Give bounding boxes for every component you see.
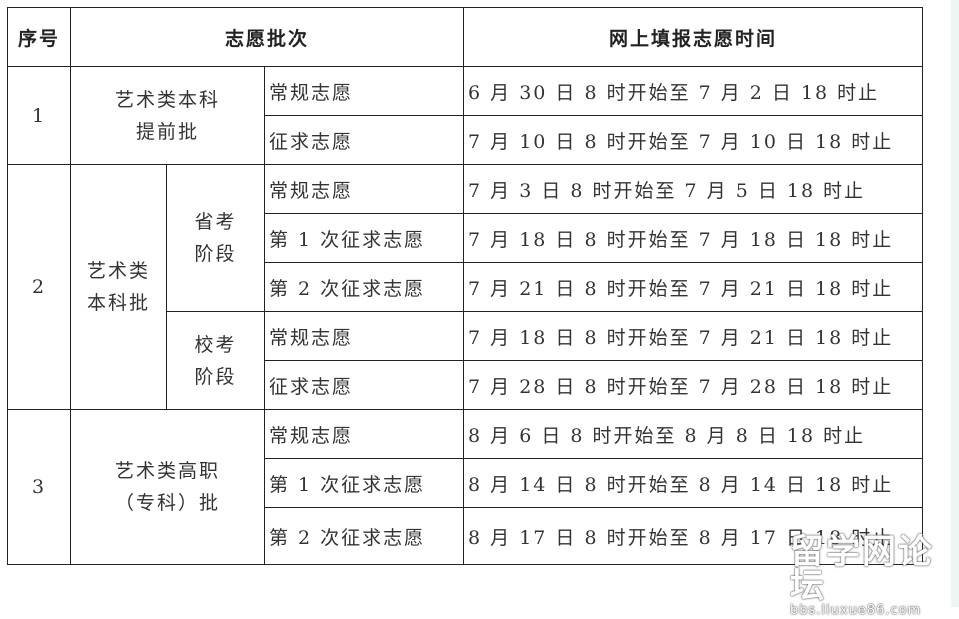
type-cell: 常规志愿 (263, 66, 465, 116)
watermark-url: bbs.liuxue86.com (790, 603, 922, 618)
table-row: 3 艺术类高职 （专科）批 常规志愿 8 月 6 日 8 时开始至 8 月 8 … (7, 409, 924, 565)
type-cell: 常规志愿 (263, 409, 465, 459)
table-row: 1 艺术类本科 提前批 常规志愿 6 月 30 日 8 时开始至 7 月 2 日… (7, 66, 924, 165)
header-batch: 志愿批次 (69, 7, 465, 67)
seq-cell: 3 (7, 409, 71, 565)
type-cell: 常规志愿 (263, 164, 465, 214)
batch-cell: 艺术类高职 （专科）批 (70, 409, 265, 565)
batch-cell: 艺术类本科 提前批 (70, 66, 265, 165)
seq-cell: 1 (7, 66, 71, 165)
type-cell: 征求志愿 (263, 360, 465, 410)
time-cell: 8 月 6 日 8 时开始至 8 月 8 日 18 时止 (463, 409, 924, 459)
table-row: 征求志愿 7 月 10 日 8 时开始至 7 月 10 日 18 时止 (8, 115, 924, 165)
watermark-logo: 留学网论坛 bbs.liuxue86.com (790, 535, 959, 619)
time-cell: 6 月 30 日 8 时开始至 7 月 2 日 18 时止 (463, 66, 924, 116)
table-row: 征求志愿 7 月 28 日 8 时开始至 7 月 28 日 18 时止 (8, 360, 924, 410)
time-cell: 7 月 10 日 8 时开始至 7 月 10 日 18 时止 (463, 115, 924, 165)
seq-cell: 2 (7, 164, 71, 410)
volunteer-schedule-table: 序号 志愿批次 网上填报志愿时间 1 艺术类本科 提前批 常规志愿 6 月 30… (7, 7, 924, 565)
type-cell: 征求志愿 (263, 115, 465, 165)
time-cell: 7 月 3 日 8 时开始至 7 月 5 日 18 时止 (463, 164, 924, 214)
time-cell: 7 月 18 日 8 时开始至 7 月 21 日 18 时止 (463, 311, 924, 361)
type-cell: 第 2 次征求志愿 (263, 507, 465, 565)
header-seq: 序号 (7, 7, 71, 67)
table-row: 第 2 次征求志愿 8 月 17 日 8 时开始至 8 月 17 日 18 时止 (8, 507, 924, 565)
stage-cell: 省考 阶段 (166, 164, 265, 312)
time-cell: 7 月 28 日 8 时开始至 7 月 28 日 18 时止 (463, 360, 924, 410)
type-cell: 常规志愿 (263, 311, 465, 361)
stage-cell: 校考 阶段 (166, 311, 265, 410)
table-row: 第 2 次征求志愿 7 月 21 日 8 时开始至 7 月 21 日 18 时止 (8, 262, 924, 312)
watermark-logo-text: 留学网论坛 (790, 532, 934, 606)
table-row: 2 艺术类 本科批 省考 阶段 常规志愿 7 月 3 日 8 时开始至 7 月 … (7, 164, 924, 410)
time-cell: 7 月 21 日 8 时开始至 7 月 21 日 18 时止 (463, 262, 924, 312)
header-time: 网上填报志愿时间 (463, 7, 924, 67)
type-cell: 第 1 次征求志愿 (263, 458, 465, 508)
type-cell: 第 2 次征求志愿 (263, 262, 465, 312)
time-cell: 8 月 14 日 8 时开始至 8 月 14 日 18 时止 (463, 458, 924, 508)
batch-cell: 艺术类 本科批 (70, 164, 167, 410)
time-cell: 8 月 17 日 8 时开始至 8 月 17 日 18 时止 (463, 507, 924, 565)
table-row: 第 1 次征求志愿 7 月 18 日 8 时开始至 7 月 18 日 18 时止 (8, 213, 924, 263)
right-edge-strip (951, 0, 959, 607)
header-row: 序号 志愿批次 网上填报志愿时间 (7, 7, 924, 67)
type-cell: 第 1 次征求志愿 (263, 213, 465, 263)
time-cell: 7 月 18 日 8 时开始至 7 月 18 日 18 时止 (463, 213, 924, 263)
